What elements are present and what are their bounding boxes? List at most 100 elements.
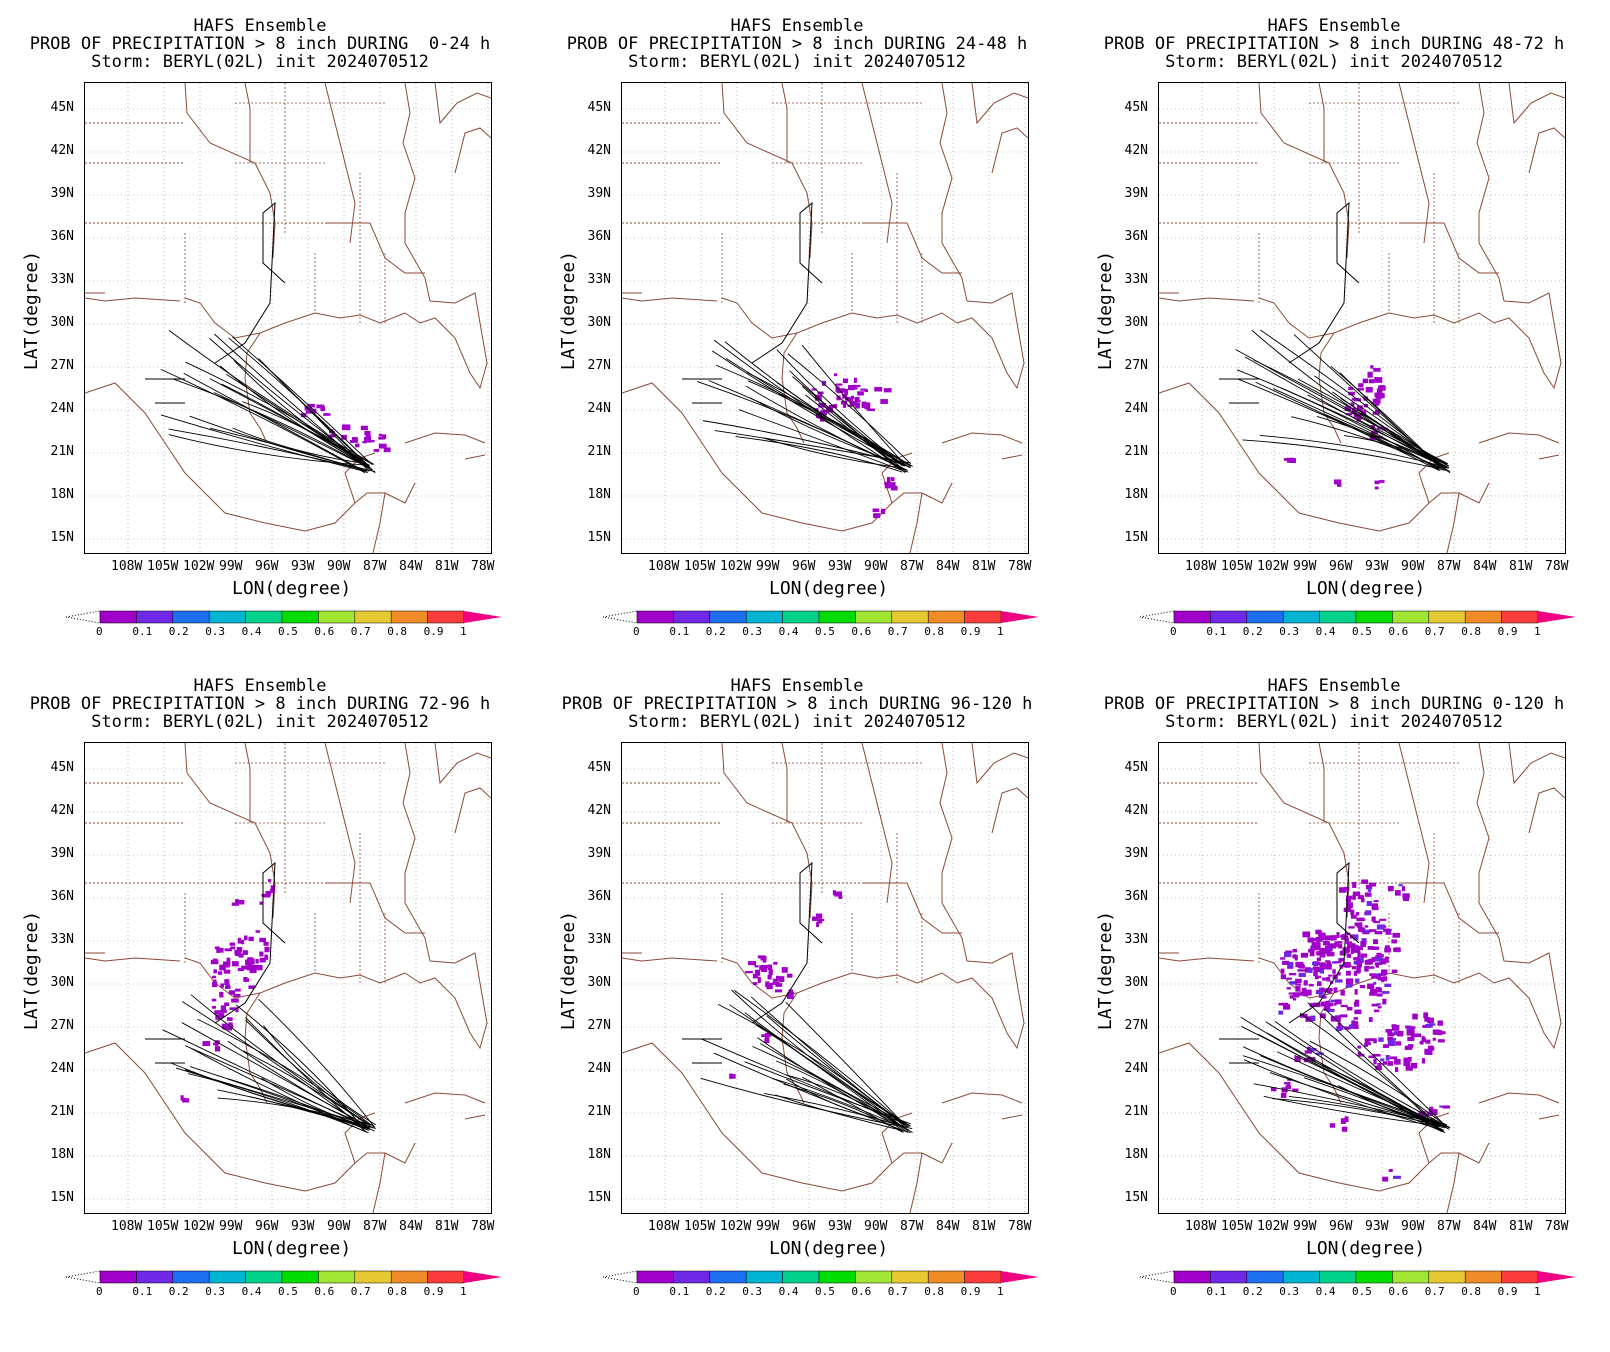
precip-prob-cell bbox=[329, 434, 336, 438]
precip-prob-cell bbox=[1353, 934, 1359, 941]
precip-prob-cell bbox=[834, 891, 843, 897]
precip-prob-cell bbox=[1403, 1057, 1409, 1063]
lon-tick-label: 99W bbox=[1293, 1219, 1317, 1234]
precip-prob-cell bbox=[890, 485, 898, 491]
ensemble-track bbox=[1314, 375, 1442, 465]
colorbar-label: 0.4 bbox=[778, 1285, 799, 1298]
precip-prob-cell bbox=[1419, 1041, 1423, 1045]
lat-tick-label: 15N bbox=[587, 530, 611, 545]
coastline-path bbox=[921, 1142, 953, 1164]
colorbar-over-triangle bbox=[464, 1271, 502, 1283]
precip-prob-cell bbox=[864, 389, 868, 393]
precip-prob-cell bbox=[1327, 989, 1332, 994]
lon-tick-label: 102W bbox=[720, 1219, 752, 1234]
ensemble-track bbox=[214, 201, 286, 364]
precip-prob-cell bbox=[1280, 957, 1286, 960]
precip-prob-cell bbox=[1358, 918, 1366, 921]
precip-prob-cell bbox=[1369, 929, 1377, 932]
ensemble-track bbox=[766, 1015, 909, 1128]
precip-prob-cell bbox=[1398, 884, 1403, 887]
lon-tick-label: 93W bbox=[828, 559, 852, 574]
precip-prob-cell bbox=[1357, 951, 1361, 958]
precip-prob-cell bbox=[316, 404, 325, 409]
panel-title-line2: PROB OF PRECIPITATION > 8 inch DURING 0-… bbox=[1103, 694, 1565, 714]
coastline-path bbox=[941, 432, 1023, 444]
precip-prob-cell bbox=[1372, 1053, 1381, 1057]
precip-prob-cell bbox=[1278, 1010, 1284, 1015]
lon-tick-label: 93W bbox=[828, 1219, 852, 1234]
precip-prob-cell bbox=[1369, 973, 1376, 977]
coastline-path bbox=[1528, 127, 1565, 174]
precip-prob-cell bbox=[1344, 965, 1350, 968]
precip-prob-cell bbox=[1353, 957, 1360, 961]
colorbar-bin bbox=[1246, 1270, 1284, 1284]
precip-prob-cell bbox=[1370, 989, 1378, 993]
precip-prob-cell bbox=[1358, 927, 1365, 932]
colorbar-bin bbox=[1464, 610, 1502, 624]
precip-prob-cell bbox=[1353, 960, 1359, 965]
precip-prob-cell bbox=[1337, 1016, 1341, 1022]
lat-tick-label: 45N bbox=[587, 100, 611, 115]
precip-prob-cell bbox=[360, 425, 368, 431]
lat-tick-label: 27N bbox=[587, 358, 611, 373]
precip-prob-cell bbox=[1333, 987, 1338, 993]
precip-prob-cell bbox=[1334, 979, 1343, 983]
precip-prob-cell bbox=[1352, 881, 1357, 888]
precip-prob-cell bbox=[812, 916, 819, 921]
ensemble-track bbox=[762, 437, 902, 469]
precip-prob-cell bbox=[1373, 973, 1381, 976]
coastline-path bbox=[1508, 83, 1565, 125]
colorbar-label: 0 bbox=[633, 1285, 640, 1298]
precip-prob-cell bbox=[1316, 951, 1323, 956]
colorbar-bin bbox=[136, 610, 174, 624]
colorbar bbox=[66, 1270, 502, 1284]
precip-prob-cell bbox=[231, 902, 240, 906]
ensemble-track bbox=[168, 428, 368, 472]
precip-prob-cell bbox=[1365, 387, 1373, 393]
precip-prob-cell bbox=[1440, 1031, 1446, 1035]
precip-prob-cell bbox=[779, 976, 785, 982]
precip-prob-cell bbox=[1387, 1036, 1393, 1041]
precip-prob-cell bbox=[873, 513, 881, 519]
precip-prob-cell bbox=[1377, 974, 1382, 981]
precip-prob-cell bbox=[1282, 1002, 1289, 1005]
colorbar-bin bbox=[1173, 610, 1211, 624]
coastline-path bbox=[402, 83, 416, 243]
precip-prob-cell bbox=[844, 388, 849, 395]
lat-tick-label: 33N bbox=[587, 932, 611, 947]
precip-prob-cell bbox=[752, 973, 759, 979]
map-plot-area bbox=[1158, 742, 1566, 1214]
lat-tick-label: 15N bbox=[50, 1190, 74, 1205]
precip-prob-cell bbox=[772, 978, 778, 982]
lon-tick-label: 81W bbox=[972, 559, 996, 574]
precip-prob-cell bbox=[731, 1074, 736, 1079]
precip-prob-cell bbox=[1297, 969, 1306, 972]
lat-tick-label: 33N bbox=[1124, 932, 1148, 947]
coastline-path bbox=[402, 743, 416, 903]
lon-tick-label: 105W bbox=[684, 559, 716, 574]
precip-prob-cell bbox=[1381, 969, 1388, 976]
precip-prob-cell bbox=[1355, 978, 1360, 984]
precip-prob-cell bbox=[840, 400, 848, 405]
panel-title-line1: HAFS Ensemble bbox=[1267, 676, 1401, 696]
ensemble-track bbox=[713, 1052, 902, 1131]
precip-prob-cell bbox=[1382, 976, 1388, 982]
precip-prob-cell bbox=[211, 975, 216, 979]
lat-tick-label: 39N bbox=[50, 186, 74, 201]
precip-prob-cell bbox=[1385, 1055, 1390, 1061]
precip-prob-cell bbox=[214, 1046, 221, 1052]
precip-prob-cell bbox=[1364, 892, 1372, 897]
precip-prob-cell bbox=[228, 990, 235, 995]
map-plot-area bbox=[1158, 82, 1566, 554]
ensemble-track bbox=[191, 1048, 366, 1132]
lon-tick-label: 81W bbox=[1509, 1219, 1533, 1234]
colorbar-bin bbox=[745, 610, 783, 624]
lat-tick-label: 21N bbox=[1124, 1104, 1148, 1119]
lat-tick-label: 24N bbox=[587, 1061, 611, 1076]
precip-prob-cell bbox=[220, 1005, 226, 1011]
precip-prob-cell bbox=[1418, 1111, 1427, 1118]
coastline-path bbox=[1458, 1142, 1490, 1164]
precip-prob-cell bbox=[1422, 1037, 1426, 1043]
precip-prob-cell bbox=[1331, 961, 1338, 964]
lon-tick-label: 102W bbox=[183, 559, 215, 574]
